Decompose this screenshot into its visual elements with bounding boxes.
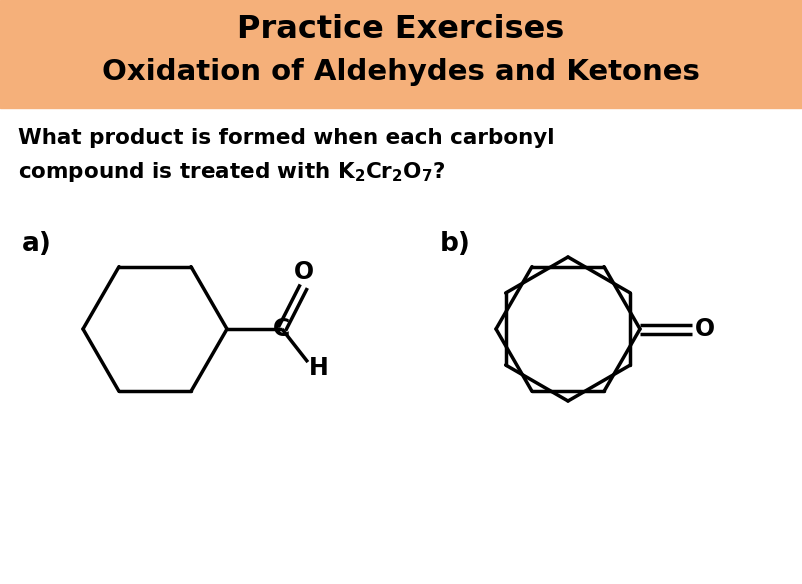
- Text: O: O: [294, 260, 314, 284]
- Text: a): a): [22, 231, 52, 257]
- Text: C: C: [273, 317, 290, 341]
- Bar: [0, 0, 802, 108]
- Text: What product is formed when each carbonyl: What product is formed when each carbony…: [18, 128, 554, 148]
- Text: compound is treated with $\mathbf{K_2Cr_2O_7}$?: compound is treated with $\mathbf{K_2Cr_…: [18, 160, 445, 184]
- Text: H: H: [309, 356, 329, 380]
- Text: b): b): [440, 231, 471, 257]
- Text: O: O: [695, 317, 715, 341]
- Text: Practice Exercises: Practice Exercises: [237, 15, 565, 46]
- Text: Oxidation of Aldehydes and Ketones: Oxidation of Aldehydes and Ketones: [102, 58, 700, 86]
